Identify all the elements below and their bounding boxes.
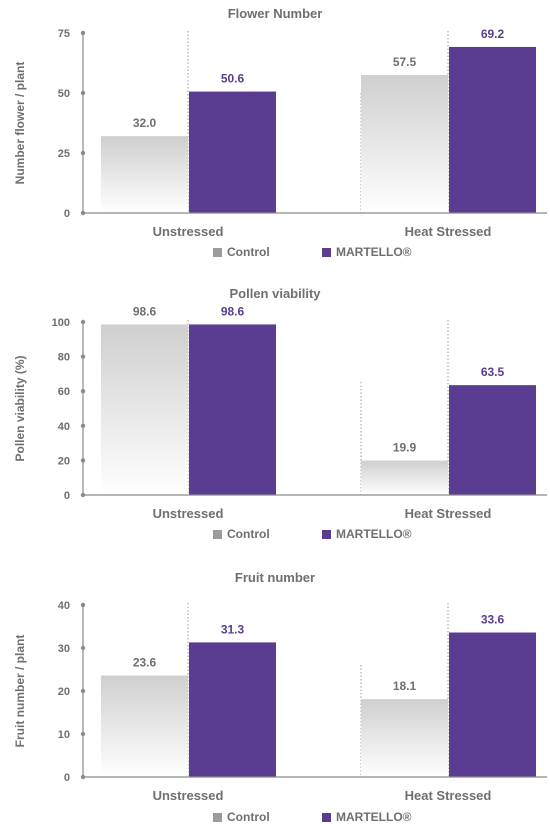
y-tick-mark: [80, 731, 86, 737]
y-tick-label: 30: [58, 643, 70, 655]
y-tick-label: 50: [58, 88, 70, 100]
y-tick-mark: [80, 774, 86, 780]
bar-control: [101, 675, 188, 777]
legend-label-martello: MARTELLO®: [336, 245, 412, 259]
legend-label-control: Control: [227, 527, 270, 541]
chart-title: Pollen viability: [229, 286, 321, 301]
y-tick-mark: [80, 389, 86, 394]
y-tick-label: 20: [58, 455, 70, 467]
x-tick-label: Heat Stressed: [405, 506, 492, 521]
bar-control: [101, 324, 188, 495]
legend-label-control: Control: [227, 810, 270, 824]
y-tick-mark: [80, 688, 86, 694]
legend-label-martello: MARTELLO®: [336, 527, 412, 541]
y-tick-mark: [80, 319, 86, 325]
legend-swatch-control: [213, 530, 222, 539]
legend-label-martello: MARTELLO®: [336, 810, 412, 824]
legend-label-control: Control: [227, 245, 270, 259]
data-label-martello: 33.6: [481, 613, 505, 627]
y-tick-mark: [80, 150, 86, 156]
bar-martello: [449, 632, 536, 777]
x-tick-label: Heat Stressed: [405, 224, 492, 239]
y-tick-mark: [80, 423, 86, 428]
bar-control: [361, 460, 448, 495]
data-label-martello: 69.2: [481, 27, 505, 41]
y-tick-label: 25: [58, 148, 70, 160]
y-axis-label: Number flower / plant: [13, 62, 27, 185]
x-tick-label: Unstressed: [153, 506, 224, 521]
bar-control: [361, 699, 448, 777]
y-axis-label: Fruit number / plant: [13, 635, 27, 748]
y-tick-label: 40: [58, 421, 70, 433]
y-tick-mark: [80, 30, 86, 36]
legend-swatch-martello: [322, 813, 331, 822]
y-axis-label: Pollen viability (%): [13, 355, 27, 461]
bar-control: [361, 75, 448, 213]
data-label-martello: 63.5: [481, 365, 505, 379]
bar-martello: [449, 385, 536, 495]
y-tick-label: 60: [58, 386, 70, 398]
data-label-control: 98.6: [133, 304, 157, 318]
bar-martello: [189, 324, 276, 495]
y-tick-mark: [80, 602, 86, 608]
legend: Control MARTELLO®: [213, 527, 412, 541]
bar-control: [101, 136, 188, 213]
x-tick-label: Unstressed: [153, 224, 224, 239]
legend: Control MARTELLO®: [213, 810, 412, 824]
data-label-control: 19.9: [393, 441, 417, 455]
y-tick-label: 10: [58, 729, 70, 741]
data-label-control: 18.1: [393, 679, 417, 693]
bar-martello: [189, 91, 276, 213]
data-label-control: 32.0: [133, 116, 157, 130]
y-tick-label: 75: [58, 28, 70, 40]
legend-swatch-control: [213, 248, 222, 257]
data-label-martello: 50.6: [221, 72, 245, 86]
chart-title: Fruit number: [235, 570, 315, 585]
bar-martello: [189, 642, 276, 777]
y-tick-label: 0: [64, 772, 70, 784]
bar-martello: [449, 46, 536, 213]
y-tick-mark: [80, 210, 86, 216]
x-tick-label: Unstressed: [153, 788, 224, 803]
y-tick-label: 0: [64, 490, 70, 502]
data-label-martello: 98.6: [221, 304, 245, 318]
y-tick-label: 20: [58, 686, 70, 698]
legend: Control MARTELLO®: [213, 245, 412, 259]
y-tick-mark: [80, 492, 86, 498]
chart-1: Flower Number Number flower / plant 32.0 50…: [13, 6, 547, 259]
data-label-control: 23.6: [133, 656, 157, 670]
legend-swatch-martello: [322, 248, 331, 257]
y-tick-label: 100: [52, 317, 70, 329]
legend-swatch-control: [213, 813, 222, 822]
chart-3: Fruit number Fruit number / plant 23.6 31.3…: [13, 570, 547, 824]
y-tick-mark: [80, 645, 86, 651]
y-tick-mark: [80, 90, 86, 96]
y-tick-mark: [80, 354, 86, 359]
chart-2: Pollen viability Pollen viability (%) 98.6…: [13, 286, 547, 541]
data-label-control: 57.5: [393, 55, 417, 69]
chart-title: Flower Number: [228, 6, 323, 21]
y-tick-mark: [80, 458, 86, 463]
y-tick-label: 40: [58, 600, 70, 612]
y-tick-label: 0: [64, 208, 70, 220]
data-label-martello: 31.3: [221, 622, 245, 636]
legend-swatch-martello: [322, 530, 331, 539]
x-tick-label: Heat Stressed: [405, 788, 492, 803]
y-tick-label: 80: [58, 352, 70, 364]
